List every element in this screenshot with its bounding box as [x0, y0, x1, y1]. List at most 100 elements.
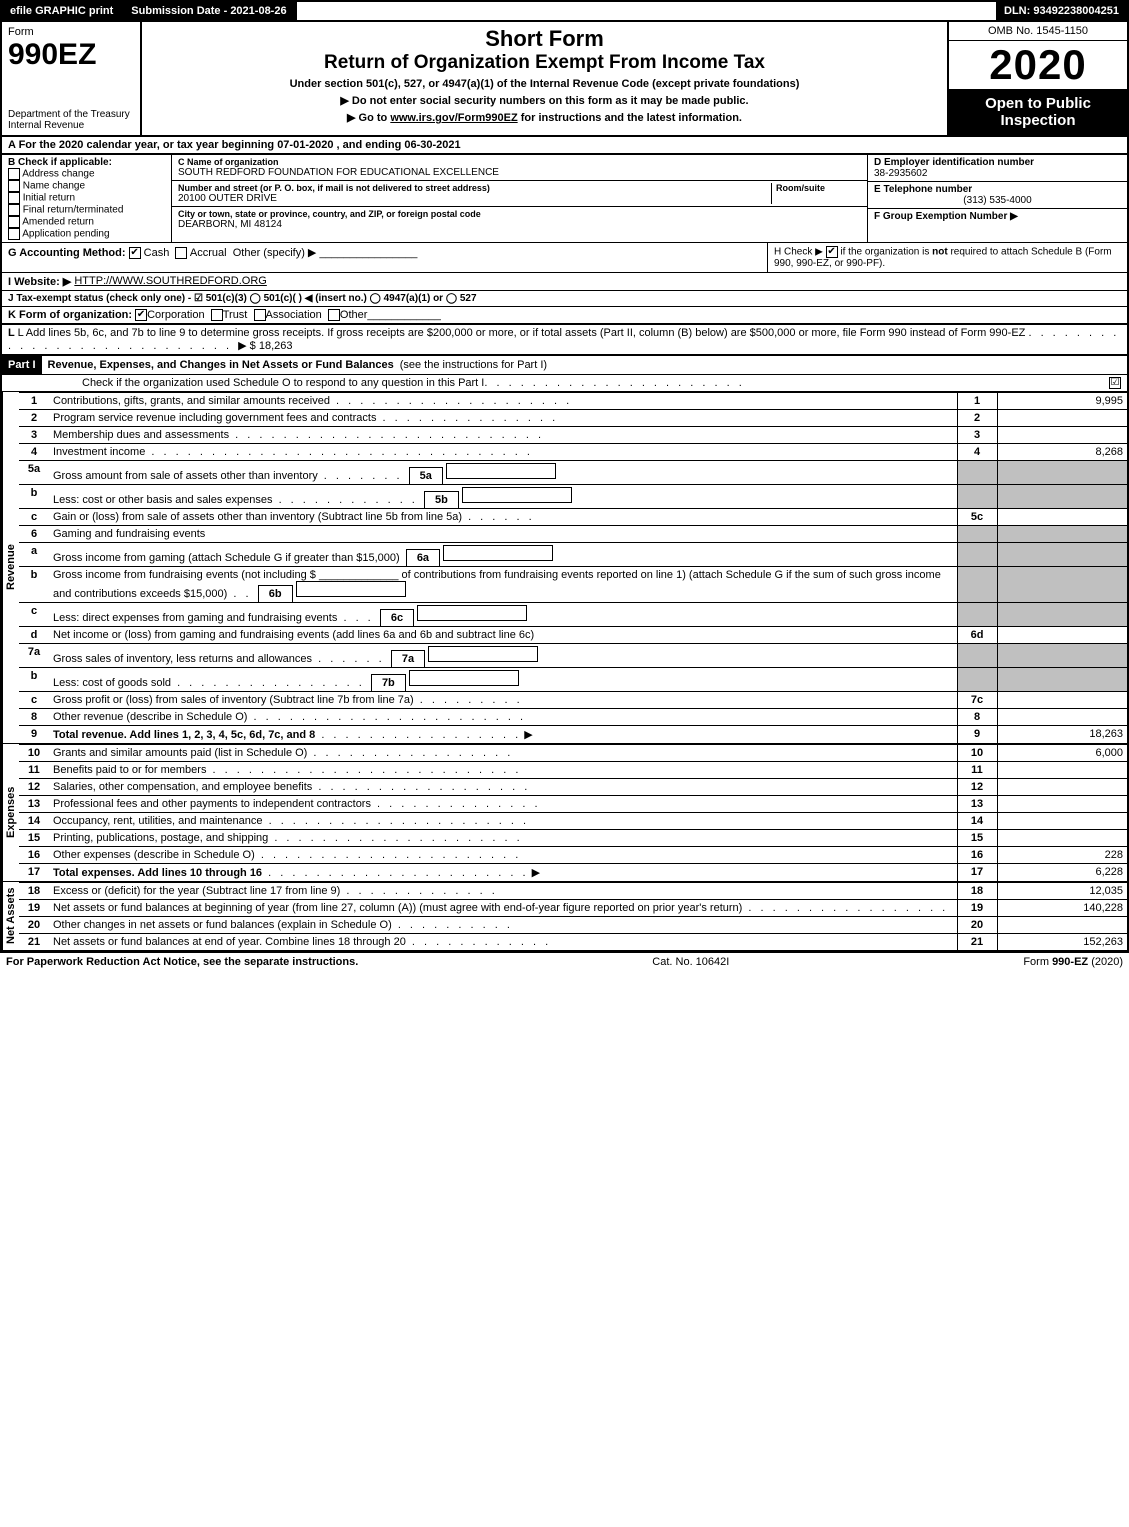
line-1: 1Contributions, gifts, grants, and simil…	[19, 393, 1127, 410]
k-assoc: Association	[266, 309, 322, 321]
arrow-icon: ▶	[347, 112, 359, 124]
row-k-org-type: K Form of organization: ✔ Corporation Tr…	[0, 307, 1129, 325]
line-13: 13Professional fees and other payments t…	[19, 796, 1127, 813]
chk-cash[interactable]: ✔	[129, 247, 141, 259]
opt-address-change: Address change	[22, 169, 94, 180]
line-10: 10Grants and similar amounts paid (list …	[19, 745, 1127, 762]
expenses-label: Expenses	[2, 744, 19, 881]
form-990ez: efile GRAPHIC print Submission Date - 20…	[0, 0, 1129, 971]
line-19: 19Net assets or fund balances at beginni…	[19, 900, 1127, 917]
expenses-table: 10Grants and similar amounts paid (list …	[19, 744, 1127, 881]
dots: . . . . . . . . . . . . . . . . . . . . …	[484, 377, 744, 389]
revenue-label: Revenue	[2, 392, 19, 743]
chk-amended-return[interactable]	[8, 216, 20, 228]
e-phone-label: E Telephone number	[874, 184, 1121, 195]
opt-initial-return: Initial return	[23, 193, 75, 204]
box-b-label: B Check if applicable:	[8, 157, 165, 168]
line-7c: cGross profit or (loss) from sales of in…	[19, 692, 1127, 709]
k-other: Other	[340, 309, 368, 321]
line-14: 14Occupancy, rent, utilities, and mainte…	[19, 813, 1127, 830]
expenses-section: Expenses 10Grants and similar amounts pa…	[0, 744, 1129, 882]
opt-amended-return: Amended return	[22, 217, 94, 228]
line-5c: cGain or (loss) from sale of assets othe…	[19, 509, 1127, 526]
row-j-tax-status: J Tax-exempt status (check only one) - ☑…	[0, 291, 1129, 307]
h-text1: H Check ▶	[774, 247, 823, 258]
chk-final-return[interactable]	[8, 204, 20, 216]
chk-other-org[interactable]	[328, 309, 340, 321]
topbar: efile GRAPHIC print Submission Date - 20…	[0, 0, 1129, 22]
efile-print[interactable]: efile GRAPHIC print	[2, 2, 123, 20]
submission-date: Submission Date - 2021-08-26	[123, 2, 296, 20]
irs-link[interactable]: www.irs.gov/Form990EZ	[390, 112, 517, 124]
chk-initial-return[interactable]	[8, 192, 20, 204]
header-mid: Short Form Return of Organization Exempt…	[142, 22, 947, 135]
chk-name-change[interactable]	[8, 180, 20, 192]
part1-num: Part I	[2, 356, 42, 374]
chk-schedule-o[interactable]: ☑	[1109, 377, 1121, 389]
form-header: Form 990EZ Department of the Treasury In…	[0, 22, 1129, 137]
e-phone: (313) 535-4000	[874, 195, 1121, 206]
line-18: 18Excess or (deficit) for the year (Subt…	[19, 883, 1127, 900]
omb-no: OMB No. 1545-1150	[949, 22, 1127, 41]
line-17: 17Total expenses. Add lines 10 through 1…	[19, 864, 1127, 882]
chk-accrual[interactable]	[175, 247, 187, 259]
chk-association[interactable]	[254, 309, 266, 321]
org-city: DEARBORN, MI 48124	[178, 219, 861, 230]
h-text2: if the organization is	[840, 247, 932, 258]
chk-schedule-b[interactable]: ✔	[826, 246, 838, 258]
dept-irs: Internal Revenue	[8, 120, 134, 131]
footer-left: For Paperwork Reduction Act Notice, see …	[6, 956, 358, 968]
l-text: L Add lines 5b, 6c, and 7b to line 9 to …	[18, 327, 1026, 339]
line-6: 6Gaming and fundraising events	[19, 526, 1127, 543]
revenue-table: 1Contributions, gifts, grants, and simil…	[19, 392, 1127, 743]
header-left: Form 990EZ Department of the Treasury In…	[2, 22, 142, 135]
i-label: I Website: ▶	[8, 275, 71, 288]
chk-trust[interactable]	[211, 309, 223, 321]
box-b: B Check if applicable: Address change Na…	[2, 155, 172, 242]
part1-check-text: Check if the organization used Schedule …	[82, 377, 484, 389]
form-number: 990EZ	[8, 38, 134, 72]
part1-sub: (see the instructions for Part I)	[400, 359, 547, 371]
g-accrual: Accrual	[190, 247, 227, 259]
netassets-table: 18Excess or (deficit) for the year (Subt…	[19, 882, 1127, 950]
chk-address-change[interactable]	[8, 168, 20, 180]
chk-corporation[interactable]: ✔	[135, 309, 147, 321]
street-label: Number and street (or P. O. box, if mail…	[178, 183, 771, 193]
entity-box: B Check if applicable: Address change Na…	[0, 155, 1129, 243]
line-6a: aGross income from gaming (attach Schedu…	[19, 543, 1127, 567]
netassets-label: Net Assets	[2, 882, 19, 950]
page-footer: For Paperwork Reduction Act Notice, see …	[0, 952, 1129, 971]
line-5a: 5aGross amount from sale of assets other…	[19, 461, 1127, 485]
dept-treasury: Department of the Treasury	[8, 109, 134, 120]
d-ein: 38-2935602	[874, 168, 1121, 179]
line-9: 9Total revenue. Add lines 1, 2, 3, 4, 5c…	[19, 726, 1127, 744]
line-6c: cLess: direct expenses from gaming and f…	[19, 603, 1127, 627]
f-group-label: F Group Exemption Number ▶	[874, 211, 1121, 222]
tax-year: 2020	[949, 41, 1127, 89]
line-21: 21Net assets or fund balances at end of …	[19, 934, 1127, 951]
title-return: Return of Organization Exempt From Incom…	[152, 52, 937, 74]
h-not: not	[932, 247, 948, 258]
revenue-section: Revenue 1Contributions, gifts, grants, a…	[0, 392, 1129, 744]
city-label: City or town, state or province, country…	[178, 209, 861, 219]
org-name: SOUTH REDFORD FOUNDATION FOR EDUCATIONAL…	[178, 167, 861, 178]
k-label: K Form of organization:	[8, 309, 132, 321]
dln: DLN: 93492238004251	[996, 2, 1127, 20]
subtitle: Under section 501(c), 527, or 4947(a)(1)…	[152, 78, 937, 90]
netassets-section: Net Assets 18Excess or (deficit) for the…	[0, 882, 1129, 952]
website-link[interactable]: HTTP://WWW.SOUTHREDFORD.ORG	[74, 275, 266, 288]
g-label: G Accounting Method:	[8, 247, 126, 259]
chk-application-pending[interactable]	[8, 228, 20, 240]
org-street: 20100 OUTER DRIVE	[178, 193, 771, 204]
box-c: C Name of organization SOUTH REDFORD FOU…	[172, 155, 867, 242]
part1-header: Part I Revenue, Expenses, and Changes in…	[0, 356, 1129, 375]
row-gh: G Accounting Method: ✔ Cash Accrual Othe…	[0, 243, 1129, 273]
form-word: Form	[8, 26, 134, 38]
section-a-taxyear: A For the 2020 calendar year, or tax yea…	[0, 137, 1129, 155]
part1-check-row: Check if the organization used Schedule …	[0, 375, 1129, 392]
open-to-public: Open to Public Inspection	[949, 89, 1127, 135]
room-label: Room/suite	[776, 183, 861, 193]
c-name-label: C Name of organization	[178, 157, 861, 167]
opt-application-pending: Application pending	[22, 229, 109, 240]
line-7b: bLess: cost of goods sold . . . . . . . …	[19, 668, 1127, 692]
